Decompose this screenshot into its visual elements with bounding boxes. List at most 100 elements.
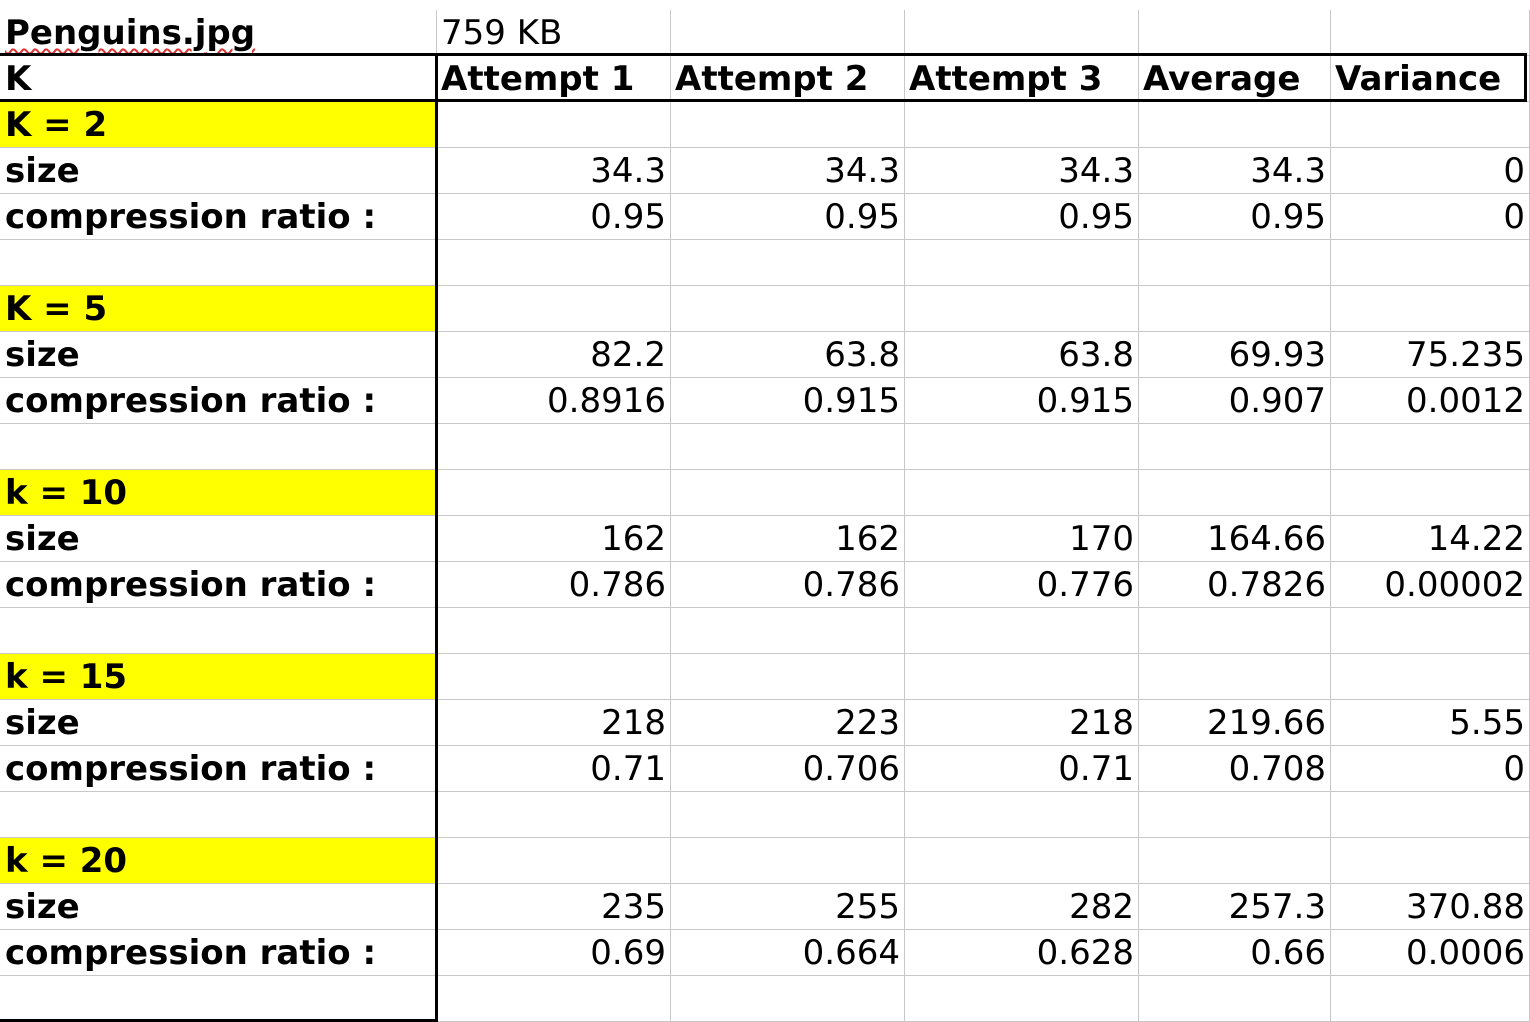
empty-cell[interactable] (1139, 10, 1331, 56)
attempt-2-cell[interactable]: 63.8 (671, 332, 905, 378)
average-cell[interactable]: 0.95 (1139, 194, 1331, 240)
attempt-3-cell[interactable]: 0.95 (905, 194, 1139, 240)
file-name-cell[interactable]: Penguins.jpg (0, 10, 437, 56)
average-cell[interactable]: 34.3 (1139, 148, 1331, 194)
attempt-2-cell[interactable]: 223 (671, 700, 905, 746)
empty-cell[interactable] (905, 10, 1139, 56)
variance-cell[interactable]: 0 (1331, 148, 1530, 194)
group-label-cell[interactable]: k = 20 (0, 838, 437, 884)
empty-cell[interactable] (1139, 240, 1331, 286)
average-cell[interactable]: 0.66 (1139, 930, 1331, 976)
group-label-cell[interactable]: K = 5 (0, 286, 437, 332)
empty-cell[interactable] (437, 654, 671, 700)
variance-cell[interactable]: 370.88 (1331, 884, 1530, 930)
attempt-3-cell[interactable]: 218 (905, 700, 1139, 746)
attempt-1-cell[interactable]: 0.95 (437, 194, 671, 240)
attempt-3-cell[interactable]: 34.3 (905, 148, 1139, 194)
empty-cell[interactable] (905, 976, 1139, 1022)
average-cell[interactable]: 164.66 (1139, 516, 1331, 562)
empty-cell[interactable] (905, 102, 1139, 148)
empty-cell[interactable] (1139, 470, 1331, 516)
empty-cell[interactable] (1331, 424, 1530, 470)
empty-cell[interactable] (905, 424, 1139, 470)
file-size-cell[interactable]: 759 KB (437, 10, 671, 56)
attempt-1-cell[interactable]: 82.2 (437, 332, 671, 378)
attempt-2-cell[interactable]: 0.95 (671, 194, 905, 240)
empty-cell[interactable] (671, 608, 905, 654)
empty-cell[interactable] (905, 240, 1139, 286)
empty-cell[interactable] (671, 102, 905, 148)
attempt-2-cell[interactable]: 255 (671, 884, 905, 930)
average-cell[interactable]: 0.7826 (1139, 562, 1331, 608)
variance-cell[interactable]: 0.0006 (1331, 930, 1530, 976)
average-cell[interactable]: 257.3 (1139, 884, 1331, 930)
empty-cell[interactable] (905, 654, 1139, 700)
attempt-3-cell[interactable]: 170 (905, 516, 1139, 562)
empty-cell[interactable] (1139, 792, 1331, 838)
empty-cell[interactable] (1331, 470, 1530, 516)
attempt-1-cell[interactable]: 0.786 (437, 562, 671, 608)
row-label-cell[interactable]: size (0, 148, 437, 194)
empty-cell[interactable] (437, 240, 671, 286)
empty-cell[interactable] (1331, 10, 1530, 56)
attempt-2-cell[interactable]: 34.3 (671, 148, 905, 194)
empty-cell[interactable] (437, 976, 671, 1022)
empty-cell[interactable] (905, 792, 1139, 838)
empty-cell[interactable] (437, 608, 671, 654)
row-label-cell[interactable]: size (0, 516, 437, 562)
variance-cell[interactable]: 0 (1331, 746, 1530, 792)
attempt-2-cell[interactable]: 0.706 (671, 746, 905, 792)
row-label-cell[interactable]: compression ratio : (0, 378, 437, 424)
empty-cell[interactable] (437, 792, 671, 838)
empty-cell[interactable] (1331, 654, 1530, 700)
empty-cell[interactable] (905, 286, 1139, 332)
empty-cell[interactable] (0, 240, 437, 286)
empty-cell[interactable] (1331, 792, 1530, 838)
empty-cell[interactable] (671, 976, 905, 1022)
variance-cell[interactable]: 5.55 (1331, 700, 1530, 746)
row-label-cell[interactable]: size (0, 884, 437, 930)
variance-cell[interactable]: 14.22 (1331, 516, 1530, 562)
attempt-1-cell[interactable]: 0.69 (437, 930, 671, 976)
empty-cell[interactable] (1331, 240, 1530, 286)
attempt-1-cell[interactable]: 235 (437, 884, 671, 930)
attempt-2-cell[interactable]: 0.664 (671, 930, 905, 976)
average-cell[interactable]: 219.66 (1139, 700, 1331, 746)
empty-cell[interactable] (0, 424, 437, 470)
attempt-1-cell[interactable]: 34.3 (437, 148, 671, 194)
attempt-1-cell[interactable]: 218 (437, 700, 671, 746)
variance-cell[interactable]: 0 (1331, 194, 1530, 240)
empty-cell[interactable] (1139, 286, 1331, 332)
attempt-3-cell[interactable]: 0.915 (905, 378, 1139, 424)
average-cell[interactable]: 0.708 (1139, 746, 1331, 792)
empty-cell[interactable] (905, 838, 1139, 884)
empty-cell[interactable] (1139, 102, 1331, 148)
attempt-2-cell[interactable]: 0.786 (671, 562, 905, 608)
empty-cell[interactable] (1331, 102, 1530, 148)
empty-cell[interactable] (437, 470, 671, 516)
variance-cell[interactable]: 0.00002 (1331, 562, 1530, 608)
attempt-1-cell[interactable]: 162 (437, 516, 671, 562)
attempt-3-cell[interactable]: 282 (905, 884, 1139, 930)
empty-cell[interactable] (1139, 976, 1331, 1022)
empty-cell[interactable] (0, 608, 437, 654)
attempt-3-cell[interactable]: 0.71 (905, 746, 1139, 792)
empty-cell[interactable] (1331, 838, 1530, 884)
empty-cell[interactable] (437, 102, 671, 148)
empty-cell[interactable] (671, 10, 905, 56)
attempt-2-cell[interactable]: 0.915 (671, 378, 905, 424)
header-attempt-2[interactable]: Attempt 2 (671, 56, 905, 102)
empty-cell[interactable] (1139, 608, 1331, 654)
empty-cell[interactable] (671, 838, 905, 884)
empty-cell[interactable] (905, 608, 1139, 654)
empty-cell[interactable] (437, 838, 671, 884)
header-attempt-1[interactable]: Attempt 1 (437, 56, 671, 102)
empty-cell[interactable] (671, 240, 905, 286)
average-cell[interactable]: 0.907 (1139, 378, 1331, 424)
row-label-cell[interactable]: size (0, 332, 437, 378)
group-label-cell[interactable]: k = 15 (0, 654, 437, 700)
header-average[interactable]: Average (1139, 56, 1331, 102)
attempt-1-cell[interactable]: 0.71 (437, 746, 671, 792)
variance-cell[interactable]: 0.0012 (1331, 378, 1530, 424)
empty-cell[interactable] (1331, 286, 1530, 332)
